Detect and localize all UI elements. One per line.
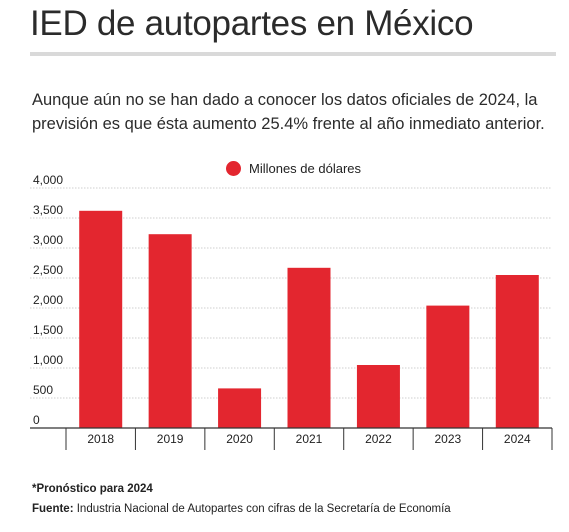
bar-2019 (148, 234, 192, 428)
y-tick-label: 3,000 (33, 233, 63, 247)
source-line: Fuente: Industria Nacional de Autopartes… (32, 503, 451, 515)
y-tick-label: 0 (33, 413, 40, 427)
bar-2022 (356, 365, 400, 428)
bar-2020 (218, 388, 262, 428)
chart-subtitle: Aunque aún no se han dado a conocer los … (32, 91, 545, 133)
y-tick-label: 1,000 (33, 353, 63, 367)
legend: Millones de dólares (226, 161, 361, 176)
source-text: Industria Nacional de Autopartes con cif… (73, 503, 451, 515)
bar-2018 (79, 210, 123, 428)
x-tick-label: 2023 (435, 432, 462, 446)
x-tick-label: 2019 (157, 432, 184, 446)
y-tick-label: 2,500 (33, 263, 63, 277)
bar-chart: 0 500 1,000 1,500 2,000 2,500 3,000 3,500 4,000 2… (30, 173, 553, 450)
x-tick-label: 2018 (87, 432, 114, 446)
y-tick-label: 1,500 (33, 323, 63, 337)
y-tick-label: 2,000 (33, 293, 63, 307)
title-divider (30, 52, 556, 56)
x-tick-label: 2021 (296, 432, 323, 446)
chart-title: IED de autopartes en México (30, 4, 474, 43)
bar-2024 (495, 275, 539, 428)
y-tick-label: 4,000 (33, 173, 63, 187)
y-tick-label: 3,500 (33, 203, 63, 217)
x-tick-label: 2022 (365, 432, 392, 446)
bar-2021 (287, 267, 331, 428)
source-label: Fuente: (32, 503, 74, 515)
legend-label: Millones de dólares (249, 161, 362, 176)
bar-2023 (426, 305, 470, 428)
y-tick-label: 500 (33, 383, 53, 397)
legend-swatch (226, 161, 241, 176)
x-tick-label: 2024 (504, 432, 531, 446)
x-tick-label: 2020 (226, 432, 253, 446)
forecast-note: *Pronóstico para 2024 (32, 483, 153, 495)
